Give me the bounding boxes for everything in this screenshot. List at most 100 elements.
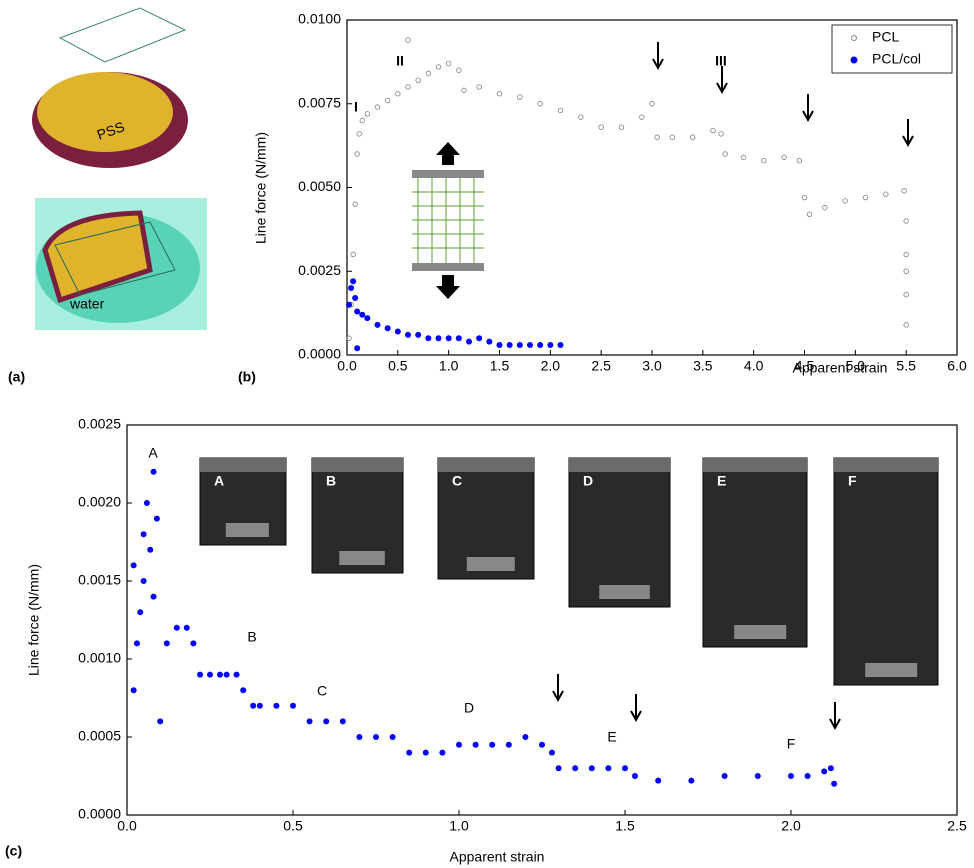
point bbox=[631, 773, 638, 779]
point bbox=[364, 111, 371, 117]
point bbox=[547, 341, 554, 348]
point bbox=[153, 515, 160, 522]
point bbox=[384, 325, 391, 332]
point bbox=[901, 188, 907, 194]
point bbox=[801, 194, 808, 201]
x-tick-label: 0.0 bbox=[117, 818, 137, 834]
point bbox=[903, 268, 909, 274]
annotation: I bbox=[354, 99, 358, 115]
y-axis-label: Line force (N/mm) bbox=[26, 564, 42, 676]
point bbox=[862, 194, 869, 201]
x-axis-label: Apparent strain bbox=[793, 360, 888, 376]
point bbox=[290, 702, 296, 709]
point bbox=[496, 341, 503, 348]
point bbox=[250, 702, 257, 709]
point bbox=[384, 97, 391, 104]
point bbox=[761, 157, 767, 164]
point bbox=[352, 201, 358, 207]
point bbox=[489, 741, 496, 748]
point bbox=[354, 151, 360, 157]
inset-label: C bbox=[452, 473, 462, 489]
point bbox=[455, 335, 462, 342]
arrow bbox=[902, 119, 914, 148]
point bbox=[822, 204, 828, 211]
x-tick-label: 3.0 bbox=[642, 358, 662, 374]
point bbox=[394, 328, 401, 335]
point bbox=[323, 718, 330, 725]
y-tick-label: 0.0000 bbox=[78, 806, 121, 822]
point bbox=[425, 70, 432, 77]
x-tick-label: 2.0 bbox=[541, 358, 561, 374]
x-tick-label: 5.5 bbox=[896, 358, 916, 374]
point bbox=[405, 37, 411, 43]
point bbox=[356, 131, 362, 137]
y-tick-label: 0.0010 bbox=[78, 650, 121, 666]
inset-label: D bbox=[583, 473, 593, 489]
point bbox=[157, 718, 164, 725]
point bbox=[505, 741, 512, 748]
point bbox=[216, 671, 223, 678]
annotation: II bbox=[396, 53, 404, 69]
point bbox=[306, 718, 313, 725]
arrow bbox=[552, 674, 564, 703]
point bbox=[364, 315, 371, 322]
point bbox=[350, 278, 357, 285]
arrow bbox=[829, 702, 841, 731]
plot-frame bbox=[126, 424, 958, 816]
arrow bbox=[652, 42, 664, 71]
point bbox=[137, 609, 144, 616]
inset-clamp bbox=[225, 523, 269, 537]
arrow bbox=[630, 694, 642, 723]
inset-clamp bbox=[703, 458, 807, 472]
point bbox=[821, 768, 828, 775]
point bbox=[537, 341, 544, 348]
y-axis-label: Line force (N/mm) bbox=[253, 132, 269, 244]
point bbox=[256, 702, 263, 709]
inset-clamp bbox=[734, 625, 787, 639]
point bbox=[197, 671, 204, 678]
point bbox=[548, 749, 555, 756]
point bbox=[654, 134, 660, 140]
annotation: F bbox=[787, 736, 796, 752]
annotation: A bbox=[148, 445, 158, 461]
point bbox=[374, 104, 381, 110]
point bbox=[456, 67, 462, 73]
point bbox=[476, 84, 482, 90]
point bbox=[439, 749, 446, 756]
point bbox=[578, 114, 584, 120]
x-tick-label: 2.5 bbox=[591, 358, 611, 374]
point bbox=[842, 198, 848, 204]
point bbox=[461, 87, 467, 94]
y-tick-label: 0.0005 bbox=[78, 728, 121, 744]
arrow bbox=[802, 94, 814, 123]
inset-clamp bbox=[569, 458, 670, 472]
point bbox=[445, 335, 452, 342]
point bbox=[150, 468, 157, 475]
y-tick-label: 0.0025 bbox=[78, 416, 121, 432]
point bbox=[406, 749, 413, 756]
point bbox=[721, 773, 728, 779]
chart: 0.0 0.5 1.0 1.5 2.0 2.5 3.0 3.5 4.0 4.5 5.0 5.5 6.0 0… bbox=[238, 11, 967, 385]
point bbox=[537, 101, 543, 107]
point bbox=[143, 500, 150, 506]
inset-clamp bbox=[339, 551, 385, 565]
x-tick-label: 0.0 bbox=[337, 358, 357, 374]
point bbox=[140, 531, 147, 538]
inset-photo bbox=[568, 457, 671, 608]
point bbox=[415, 77, 421, 83]
point bbox=[588, 765, 595, 772]
y-tick-label: 0.0025 bbox=[298, 262, 341, 278]
point bbox=[605, 765, 612, 772]
point bbox=[350, 251, 356, 258]
point bbox=[466, 338, 472, 345]
point bbox=[903, 251, 909, 258]
x-axis-label: Apparent strain bbox=[450, 849, 545, 865]
point bbox=[359, 311, 366, 318]
point bbox=[435, 335, 442, 342]
inset-clamp bbox=[438, 458, 534, 472]
point bbox=[223, 671, 230, 678]
inset-photo bbox=[702, 457, 808, 648]
point bbox=[557, 341, 564, 348]
mesh bbox=[54, 221, 176, 296]
